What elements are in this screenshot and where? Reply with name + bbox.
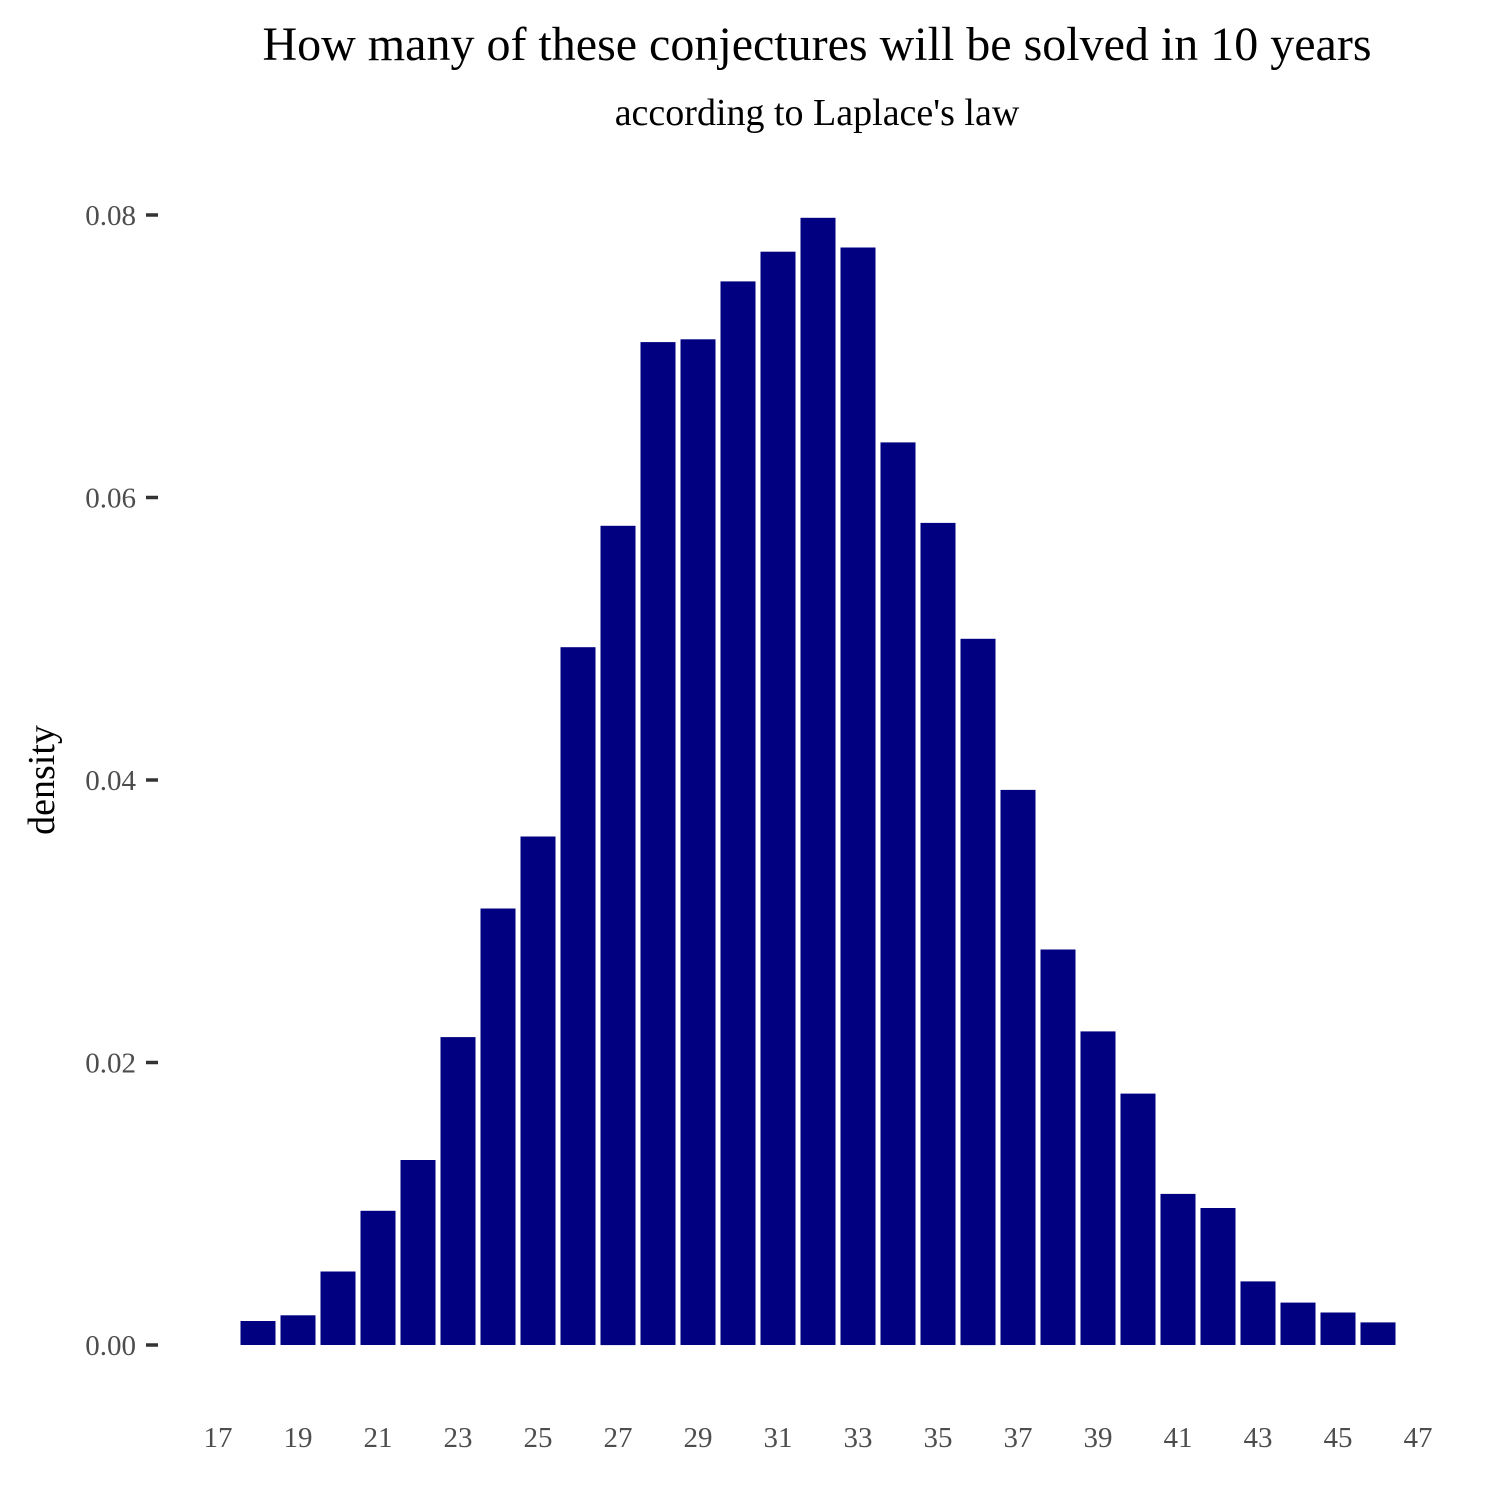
- x-tick-label: 21: [364, 1422, 393, 1454]
- bar-38: [1040, 949, 1076, 1345]
- x-axis: 17 19 21 23 25 27 29 31 33 35 37 39 41 43 45 47: [204, 1422, 1433, 1454]
- bar-27: [600, 525, 636, 1346]
- y-axis-label: density: [21, 725, 63, 835]
- y-tick-label: 0.06: [85, 483, 136, 515]
- bar-32: [800, 217, 836, 1345]
- bar-37: [1000, 789, 1036, 1345]
- x-tick-label: 41: [1164, 1422, 1193, 1454]
- bar-41: [1160, 1193, 1196, 1345]
- bar-35: [920, 522, 956, 1345]
- bar-33: [840, 247, 876, 1345]
- chart-subtitle: according to Laplace's law: [615, 92, 1020, 134]
- bar-21: [360, 1210, 396, 1345]
- bar-31: [760, 251, 796, 1346]
- bar-25: [520, 836, 556, 1345]
- y-tick-label: 0.00: [85, 1330, 136, 1362]
- y-tick-label: 0.02: [85, 1048, 136, 1080]
- bar-24: [480, 908, 516, 1345]
- bar-42: [1200, 1208, 1236, 1345]
- bar-43: [1240, 1281, 1276, 1345]
- bar-28: [640, 342, 676, 1346]
- x-tick-label: 33: [844, 1422, 873, 1454]
- x-tick-label: 47: [1404, 1422, 1433, 1454]
- bar-29: [680, 339, 716, 1345]
- x-tick-label: 17: [204, 1422, 233, 1454]
- bar-18: [240, 1321, 276, 1345]
- bar-44: [1280, 1302, 1316, 1345]
- y-tick-label: 0.08: [85, 200, 136, 232]
- x-tick-label: 37: [1004, 1422, 1033, 1454]
- x-tick-label: 23: [444, 1422, 473, 1454]
- bar-34: [880, 442, 916, 1345]
- x-tick-label: 35: [924, 1422, 953, 1454]
- bar-46: [1360, 1322, 1396, 1345]
- x-tick-label: 27: [604, 1422, 633, 1454]
- y-axis: 0.00 0.02 0.04 0.06 0.08: [85, 200, 158, 1362]
- bar-23: [440, 1037, 476, 1345]
- bar-26: [560, 647, 596, 1345]
- chart-title: How many of these conjectures will be so…: [262, 18, 1371, 71]
- x-tick-label: 43: [1244, 1422, 1273, 1454]
- bar-40: [1120, 1093, 1156, 1345]
- x-tick-label: 19: [284, 1422, 313, 1454]
- x-tick-label: 45: [1324, 1422, 1353, 1454]
- bar-20: [320, 1271, 356, 1345]
- bar-30: [720, 281, 756, 1345]
- bars-group: [240, 217, 1396, 1346]
- x-tick-label: 31: [764, 1422, 793, 1454]
- y-tick-label: 0.04: [85, 765, 136, 797]
- bar-39: [1080, 1031, 1116, 1345]
- bar-22: [400, 1160, 436, 1345]
- x-tick-label: 29: [684, 1422, 713, 1454]
- bar-45: [1320, 1312, 1356, 1345]
- x-tick-label: 39: [1084, 1422, 1113, 1454]
- bar-19: [280, 1315, 316, 1345]
- x-tick-label: 25: [524, 1422, 553, 1454]
- bar-36: [960, 638, 996, 1346]
